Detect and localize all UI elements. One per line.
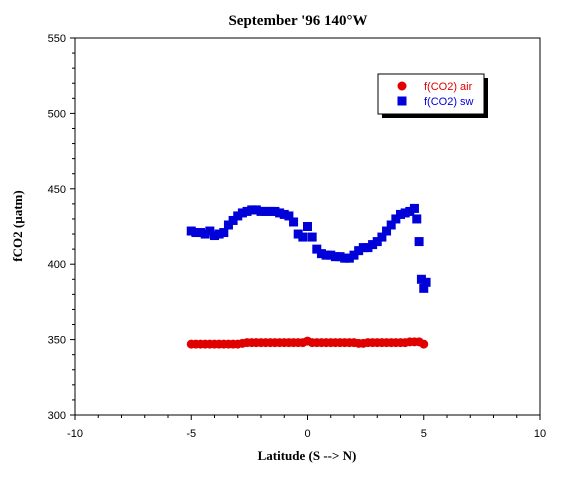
data-point-sw xyxy=(289,217,299,227)
data-point-sw xyxy=(228,215,238,225)
x-tick-label: -10 xyxy=(67,428,83,440)
x-tick-label: -5 xyxy=(186,428,196,440)
data-point-sw xyxy=(340,253,350,263)
data-point-sw xyxy=(219,228,229,238)
data-point-sw xyxy=(405,206,415,216)
data-point-sw xyxy=(414,237,424,247)
legend-box xyxy=(377,73,485,115)
data-point-sw xyxy=(251,205,261,215)
data-point-sw xyxy=(377,232,387,242)
data-point-sw xyxy=(293,229,303,239)
data-point-air xyxy=(419,339,429,349)
y-tick-label: 450 xyxy=(48,184,66,196)
legend-marker-sw xyxy=(397,96,407,106)
x-tick-label: 0 xyxy=(304,428,310,440)
data-point-sw xyxy=(242,206,252,216)
axis-ticks xyxy=(70,37,541,420)
data-point-sw xyxy=(312,244,322,254)
data-point-sw xyxy=(265,206,275,216)
data-point-sw xyxy=(382,226,392,236)
data-point-sw xyxy=(316,249,326,259)
data-point-sw xyxy=(421,277,431,287)
legend-label-air: f(CO2) air xyxy=(424,81,473,93)
tick-labels: -10 -5 0 5 10 300 350 400 450 500 550 xyxy=(48,33,546,440)
y-tick-label: 550 xyxy=(48,33,66,45)
y-tick-label: 350 xyxy=(48,335,66,347)
series-fco2-air xyxy=(186,336,429,349)
data-point-sw xyxy=(261,206,271,216)
data-point-sw xyxy=(396,209,405,219)
data-point-sw xyxy=(191,228,201,238)
data-point-sw xyxy=(284,211,294,221)
data-point-sw xyxy=(372,237,382,247)
data-point-sw xyxy=(233,211,243,221)
data-point-sw xyxy=(349,250,359,260)
data-point-sw xyxy=(279,209,289,219)
data-point-sw xyxy=(363,243,373,253)
data-point-sw xyxy=(303,222,312,231)
data-point-sw xyxy=(344,253,354,263)
legend-marker-air xyxy=(397,81,407,91)
data-point-sw xyxy=(400,208,410,218)
data-point-sw xyxy=(210,231,219,241)
legend: f(CO2) air f(CO2) sw xyxy=(377,73,488,118)
data-point-sw xyxy=(416,274,426,284)
data-point-sw xyxy=(186,226,196,236)
data-point-sw xyxy=(214,229,224,239)
data-point-sw xyxy=(237,208,247,218)
data-point-sw xyxy=(196,228,206,238)
data-point-sw xyxy=(200,229,210,239)
data-point-sw xyxy=(419,283,429,293)
data-point-sw xyxy=(368,240,378,250)
data-point-sw xyxy=(307,232,317,242)
data-point-sw xyxy=(275,208,285,218)
series-fco2-sw xyxy=(186,203,431,293)
data-point-sw xyxy=(247,205,257,215)
data-point-sw xyxy=(270,206,280,216)
x-tick-label: 10 xyxy=(534,428,546,440)
data-point-sw xyxy=(354,246,364,256)
data-point-sw xyxy=(409,203,419,213)
y-tick-label: 400 xyxy=(48,259,66,271)
legend-label-sw: f(CO2) sw xyxy=(424,96,474,108)
data-point-sw xyxy=(335,252,345,262)
data-series xyxy=(186,203,431,349)
data-point-sw xyxy=(321,250,331,260)
data-point-sw xyxy=(256,206,266,216)
y-axis-label: fCO2 (µatm) xyxy=(10,190,25,261)
data-point-sw xyxy=(298,232,308,242)
data-point-sw xyxy=(358,243,368,253)
chart-title: September '96 140°W xyxy=(228,13,367,29)
data-point-sw xyxy=(412,214,422,224)
data-point-sw xyxy=(326,250,336,260)
data-point-sw xyxy=(386,220,396,230)
data-point-sw xyxy=(205,226,215,236)
y-tick-label: 300 xyxy=(48,410,66,422)
x-axis-label: Latitude (S --> N) xyxy=(258,448,357,463)
y-tick-label: 500 xyxy=(48,108,66,120)
data-point-sw xyxy=(391,214,401,224)
data-point-sw xyxy=(223,220,233,230)
data-point-sw xyxy=(330,252,340,262)
x-tick-label: 5 xyxy=(421,428,427,440)
